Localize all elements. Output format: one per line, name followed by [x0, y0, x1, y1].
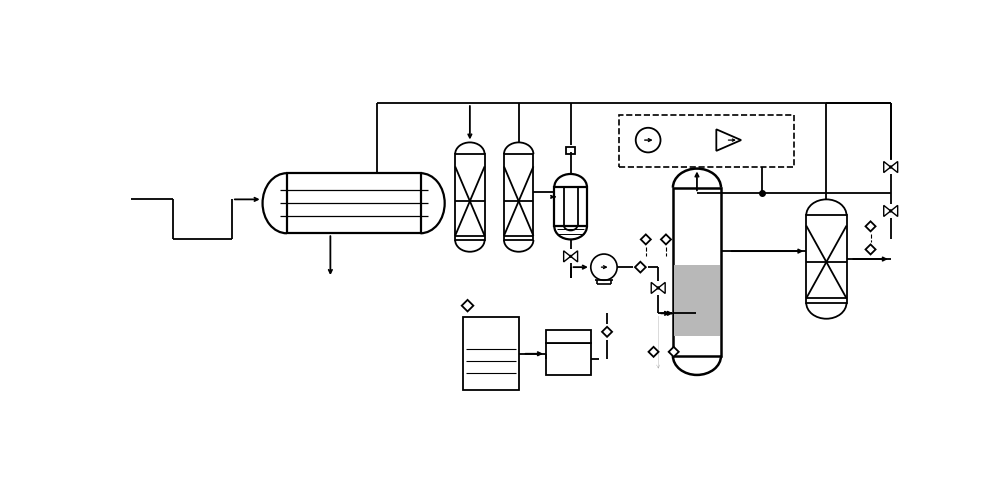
Bar: [504, 155, 533, 240]
Polygon shape: [635, 262, 646, 273]
Bar: [619, 115, 794, 168]
Bar: [566, 148, 575, 155]
Bar: [806, 216, 847, 303]
Polygon shape: [669, 347, 679, 357]
Bar: [287, 174, 421, 234]
Polygon shape: [641, 235, 651, 245]
Bar: [554, 187, 587, 227]
Circle shape: [569, 256, 572, 258]
Polygon shape: [649, 347, 659, 357]
Polygon shape: [866, 245, 876, 255]
Circle shape: [657, 287, 659, 290]
Bar: [463, 318, 519, 391]
Circle shape: [889, 210, 892, 213]
Bar: [455, 155, 485, 240]
Polygon shape: [866, 222, 876, 232]
Circle shape: [889, 166, 892, 169]
Polygon shape: [602, 327, 612, 337]
Polygon shape: [661, 235, 671, 245]
Bar: [546, 331, 591, 343]
Bar: [674, 266, 720, 336]
Bar: [673, 188, 721, 356]
Polygon shape: [462, 300, 473, 312]
Bar: [546, 343, 591, 375]
Polygon shape: [716, 130, 741, 152]
